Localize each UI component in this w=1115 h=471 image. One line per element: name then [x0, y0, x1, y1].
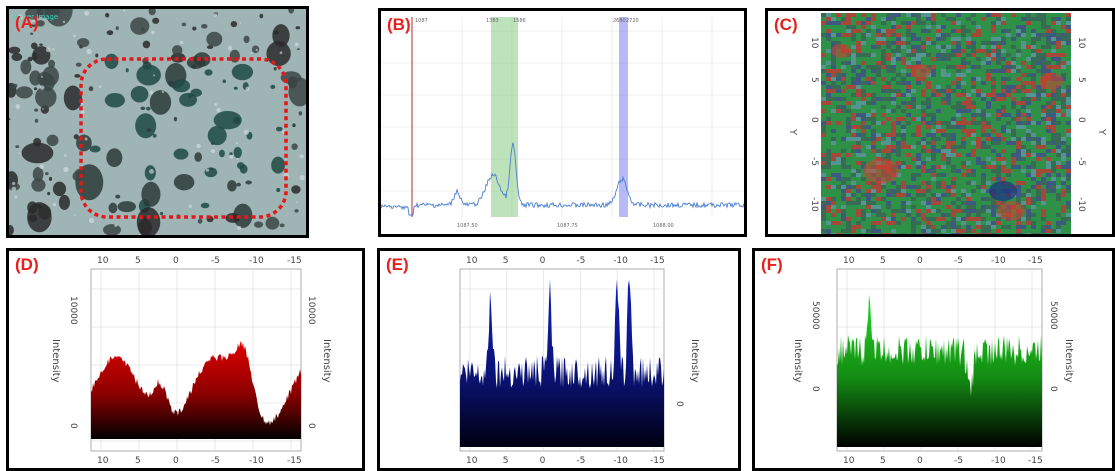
y-tick-left-zero: 0: [68, 423, 78, 429]
raman-map: 10 10 5 5 0 0 -5 -5 -10 -10 Y Y: [787, 13, 1107, 234]
x-tick-bottom: -10: [249, 456, 264, 466]
x-tick-bottom: -5: [211, 456, 220, 466]
x-tick-top: -5: [954, 256, 963, 266]
x-tick-bottom: 5: [880, 456, 886, 466]
y-tick-right-zero: 0: [306, 423, 316, 429]
y-tick-left: 10: [809, 37, 819, 49]
x-tick-bottom: 10: [843, 456, 855, 466]
y-tick-left: 0: [809, 117, 819, 123]
band-g: [491, 17, 518, 217]
x-tick-bottom: 0: [917, 456, 923, 466]
x-tick-bottom: -15: [650, 456, 665, 466]
y-tick-left: -10: [809, 197, 819, 212]
x-tick-bottom: 5: [503, 456, 509, 466]
y-tick-left-top: 50000: [810, 301, 820, 330]
y-tick-right-top: 10000: [306, 296, 316, 325]
y-tick-right: -5: [1076, 157, 1086, 166]
panel-e-label: (E): [386, 255, 409, 274]
x-tick-top: 0: [540, 256, 546, 266]
x-tick-top: -15: [650, 256, 665, 266]
y-tick-left-top: 10000: [68, 296, 78, 325]
band-label-4: 2720: [626, 18, 639, 24]
panel-f: (F) 10 10 5 5 0 0 -5 -5 -10 -10 -15 -15 50000 0 500…: [752, 248, 1115, 471]
x-tick-top: -10: [249, 256, 264, 266]
panel-b-label: (B): [387, 15, 411, 34]
band-label-ref: 1087: [415, 18, 428, 24]
y-tick-left: 5: [809, 77, 819, 83]
x-tick-top: -10: [991, 256, 1006, 266]
y-axis-label-left: Y: [787, 128, 798, 136]
x-tick-top: 10: [843, 256, 855, 266]
x-tick-top: -15: [1028, 256, 1043, 266]
x-tick-bottom: 5: [135, 456, 141, 466]
x-tick-top: -15: [287, 256, 302, 266]
x-tick-top: 10: [466, 256, 478, 266]
y-tick-right: 5: [1076, 77, 1086, 83]
y-axis-label-right: Intensity: [321, 339, 332, 383]
spectrum-line: [381, 142, 744, 216]
panel-a: (A) Hyper Image: [6, 6, 309, 238]
y-axis-label-right: Intensity: [1063, 339, 1074, 383]
band-label-1: 1383: [486, 18, 499, 24]
panel-a-label: (A): [15, 13, 39, 32]
y-axis-label-right: Y: [1096, 128, 1107, 136]
intensity-profile-blue: 10 10 5 5 0 0 -5 -5 -10 -10 -15 -15 0 Intensity: [459, 256, 700, 466]
y-tick-right: 0: [1076, 117, 1086, 123]
x-tick-bottom: -5: [954, 456, 963, 466]
scan-region-outline: [79, 57, 288, 219]
green-intensity-trace: [837, 294, 1042, 447]
band-label-3: 2680: [613, 18, 626, 24]
x-tick-bottom: -15: [287, 456, 302, 466]
x-tick-bottom: 10: [466, 456, 478, 466]
x-tick-top: 0: [173, 256, 179, 266]
axis-tick-1: 1087.50: [457, 223, 478, 229]
x-tick-top: 5: [880, 256, 886, 266]
panel-c: (C) 10 10 5 5 0 0 -5 -5 -10 -10 Y Y: [765, 8, 1115, 237]
x-tick-top: -5: [576, 256, 585, 266]
panel-e: (E) 10 10 5 5 0 0 -5 -5 -10 -10 -15 -15 0 Intensity: [377, 248, 741, 471]
x-tick-top: 5: [135, 256, 141, 266]
x-tick-top: -10: [613, 256, 628, 266]
blue-intensity-trace: [460, 279, 664, 447]
x-tick-bottom: 0: [173, 456, 179, 466]
x-tick-bottom: -10: [991, 456, 1006, 466]
y-tick-left-zero: 0: [810, 386, 820, 392]
x-tick-top: 10: [97, 256, 109, 266]
panel-d-label: (D): [15, 255, 39, 274]
x-tick-top: 0: [917, 256, 923, 266]
panel-d: (D) 10 10 5 5 0 0 -5 -5 -10 -10 -15 -15 10000 0 100…: [6, 248, 365, 471]
x-tick-top: 5: [503, 256, 509, 266]
image-caption: Hyper Image: [13, 13, 58, 21]
x-tick-bottom: -5: [576, 456, 585, 466]
band-label-2: 1586: [513, 18, 526, 24]
intensity-profile-red: 10 10 5 5 0 0 -5 -5 -10 -10 -15 -15 10000 0 10000 0…: [50, 256, 332, 466]
y-tick-right-zero: 0: [674, 401, 684, 407]
x-tick-bottom: -10: [613, 456, 628, 466]
panel-f-label: (F): [761, 255, 783, 274]
y-axis-label-left: Intensity: [50, 339, 61, 383]
axis-tick-2: 1087.75: [557, 223, 578, 229]
y-axis-label-right: Intensity: [689, 339, 700, 383]
panel-b: (B) 1087 1383 1586 2680 2720 1087.50 108…: [378, 8, 747, 237]
y-tick-left: -5: [809, 157, 819, 166]
band-2d: [619, 17, 628, 217]
raman-spectrum: 1087 1383 1586 2680 2720 1087.50 1087.75…: [381, 17, 744, 229]
intensity-profile-green: 10 10 5 5 0 0 -5 -5 -10 -10 -15 -15 50000 0 50000 0…: [792, 256, 1074, 466]
y-tick-right-zero: 0: [1048, 386, 1058, 392]
red-intensity-trace: [91, 340, 301, 439]
y-tick-right-top: 50000: [1048, 301, 1058, 330]
x-tick-bottom: 0: [540, 456, 546, 466]
panel-c-label: (C): [774, 15, 798, 34]
y-axis-label-left: Intensity: [792, 339, 803, 383]
x-tick-bottom: -15: [1028, 456, 1043, 466]
y-tick-right: -10: [1076, 197, 1086, 212]
axis-tick-3: 1088.00: [653, 223, 674, 229]
x-tick-bottom: 10: [97, 456, 109, 466]
x-tick-top: -5: [211, 256, 220, 266]
optical-image: Hyper Image: [9, 9, 306, 235]
y-tick-right: 10: [1076, 37, 1086, 49]
